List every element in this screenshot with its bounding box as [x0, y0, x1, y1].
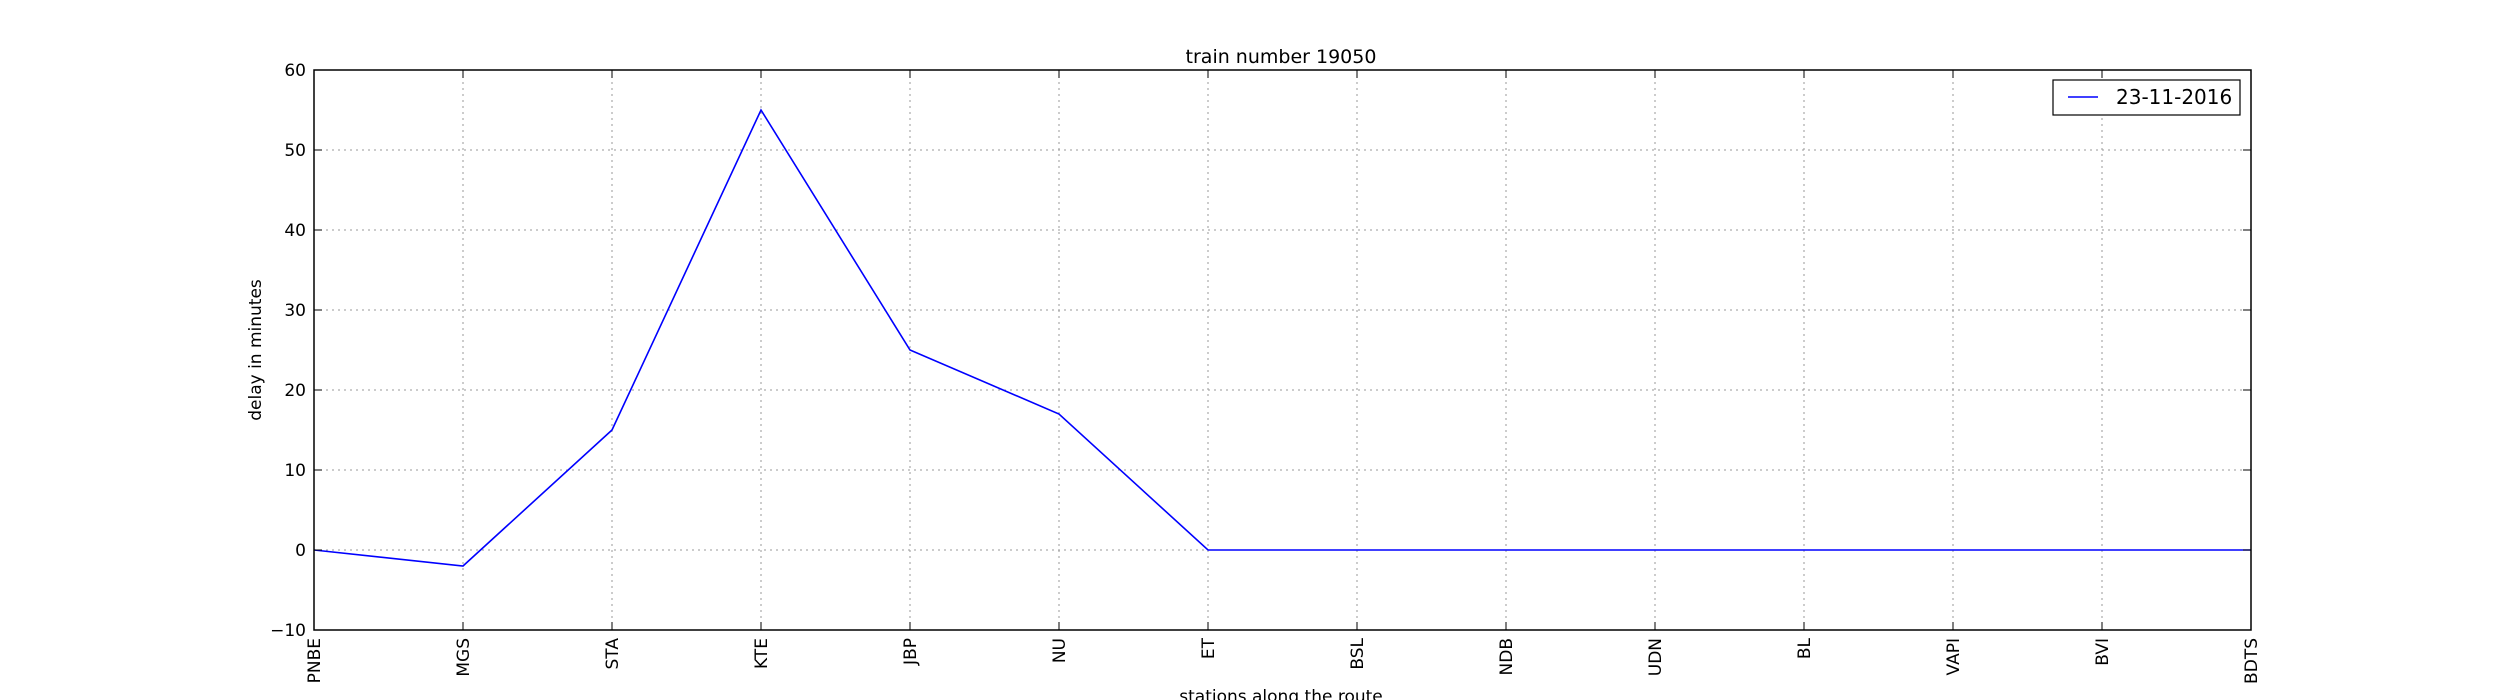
- x-tick-label: JBP: [901, 638, 921, 666]
- x-tick-label: STA: [603, 638, 623, 670]
- legend: 23-11-2016: [2052, 79, 2241, 116]
- y-tick-label: 40: [284, 221, 306, 241]
- series-layer: [313, 108, 2251, 567]
- y-tick-label: 60: [284, 61, 306, 81]
- x-tick-label: UDN: [1646, 638, 1666, 676]
- x-tick-label: BL: [1795, 637, 1815, 659]
- x-tick-label: KTE: [752, 638, 772, 669]
- legend-label: 23-11-2016: [2116, 85, 2232, 109]
- x-tick-label: ET: [1199, 637, 1219, 659]
- y-tick-label: −10: [270, 621, 306, 641]
- x-tick-label: BSL: [1348, 637, 1368, 669]
- plot-area-frame: [313, 69, 2252, 631]
- x-tick-label: BDTS: [2242, 638, 2262, 684]
- x-tick-label: NU: [1050, 638, 1070, 663]
- x-tick-label: VAPI: [1944, 638, 1964, 675]
- chart-title: train number 19050: [1186, 46, 1377, 68]
- y-tick-label: 50: [284, 141, 306, 161]
- y-tick-label: 20: [284, 381, 306, 401]
- x-tick-label: PNBE: [305, 638, 325, 683]
- y-axis-label: delay in minutes: [246, 279, 266, 421]
- y-tick-label: 10: [284, 461, 306, 481]
- y-axis-ticks: −10 0 10 20 30 40 50 60: [270, 61, 2251, 641]
- x-axis-ticks: PNBE MGS STA KTE JBP NU ET BSL NDB UDN BL VAPI BVI BD…: [305, 70, 2262, 684]
- x-tick-label: NDB: [1497, 638, 1517, 675]
- x-axis-label: stations along the route: [1179, 687, 1383, 700]
- y-tick-label: 0: [295, 541, 306, 561]
- series-line: [313, 108, 2251, 567]
- x-tick-label: BVI: [2093, 638, 2113, 666]
- x-tick-label: MGS: [454, 638, 474, 677]
- grid-lines: [313, 69, 2252, 631]
- y-tick-label: 30: [284, 301, 306, 321]
